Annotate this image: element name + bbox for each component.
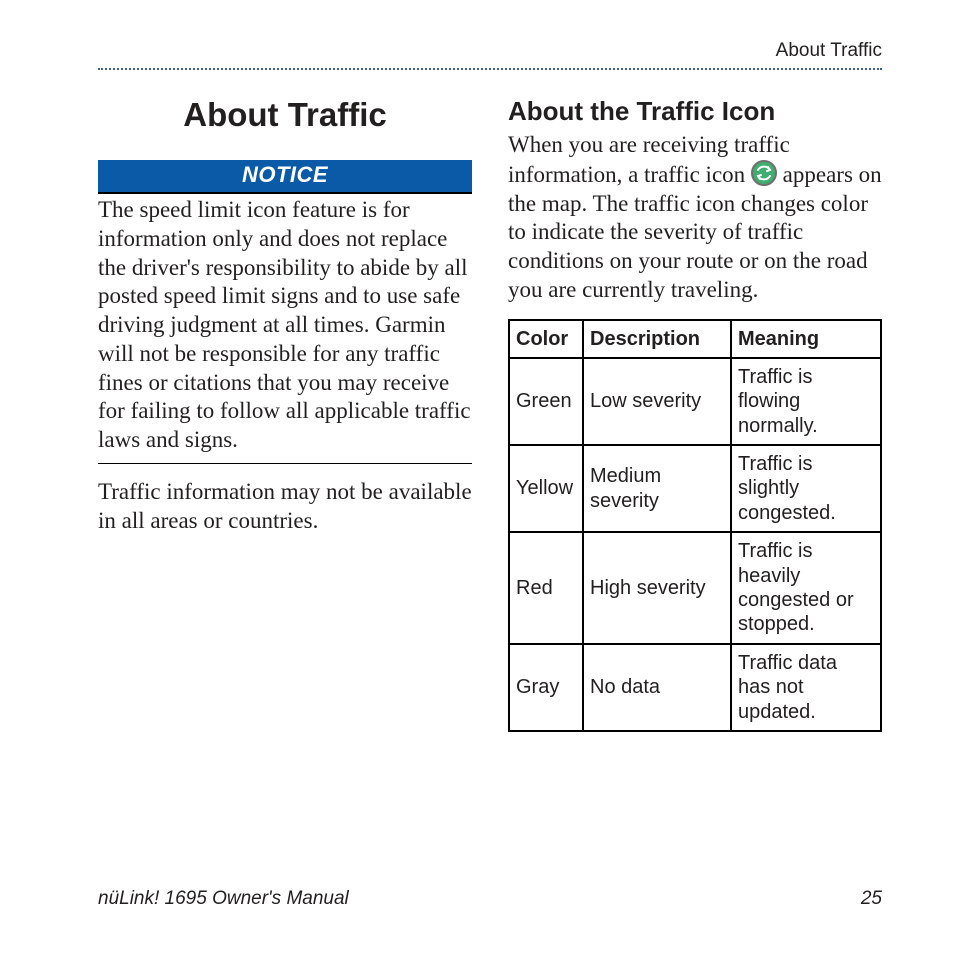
notice-body: The speed limit icon feature is for info… — [98, 194, 472, 464]
table-row: Red High severity Traffic is heavily con… — [509, 532, 881, 644]
page-title: About Traffic — [98, 96, 472, 134]
col-header-color: Color — [509, 320, 583, 358]
footer-book-title: nüLink! 1695 Owner's Manual — [98, 888, 349, 910]
cell-meaning: Traffic is flowing normally. — [731, 358, 881, 445]
running-header: About Traffic — [98, 40, 882, 70]
table-row: Yellow Medium severity Traffic is slight… — [509, 445, 881, 532]
cell-description: Medium severity — [583, 445, 731, 532]
traffic-color-table: Color Description Meaning Green Low seve… — [508, 319, 882, 732]
cell-meaning: Traffic is slightly congested. — [731, 445, 881, 532]
left-column: About Traffic NOTICE The speed limit ico… — [98, 92, 472, 732]
cell-description: Low severity — [583, 358, 731, 445]
traffic-intro: When you are receiving traffic informati… — [508, 131, 882, 305]
traffic-icon-circle — [752, 161, 776, 185]
intro-text-before: When you are receiving traffic informati… — [508, 132, 790, 187]
col-header-description: Description — [583, 320, 731, 358]
cell-color: Red — [509, 532, 583, 644]
cell-meaning: Traffic is heavily congested or stopped. — [731, 532, 881, 644]
right-column: About the Traffic Icon When you are rece… — [508, 92, 882, 732]
traffic-icon — [751, 160, 777, 186]
cell-color: Yellow — [509, 445, 583, 532]
cell-meaning: Traffic data has not updated. — [731, 644, 881, 731]
cell-description: High severity — [583, 532, 731, 644]
cell-color: Green — [509, 358, 583, 445]
table-row: Green Low severity Traffic is flowing no… — [509, 358, 881, 445]
table-row: Gray No data Traffic data has not update… — [509, 644, 881, 731]
manual-page: About Traffic About Traffic NOTICE The s… — [0, 0, 954, 954]
cell-description: No data — [583, 644, 731, 731]
notice-label: NOTICE — [98, 160, 472, 194]
two-column-layout: About Traffic NOTICE The speed limit ico… — [98, 92, 882, 732]
availability-note: Traffic information may not be available… — [98, 478, 472, 536]
col-header-meaning: Meaning — [731, 320, 881, 358]
page-footer: nüLink! 1695 Owner's Manual 25 — [98, 888, 882, 910]
footer-page-number: 25 — [861, 888, 882, 910]
table-header-row: Color Description Meaning — [509, 320, 881, 358]
cell-color: Gray — [509, 644, 583, 731]
section-heading: About the Traffic Icon — [508, 96, 882, 127]
